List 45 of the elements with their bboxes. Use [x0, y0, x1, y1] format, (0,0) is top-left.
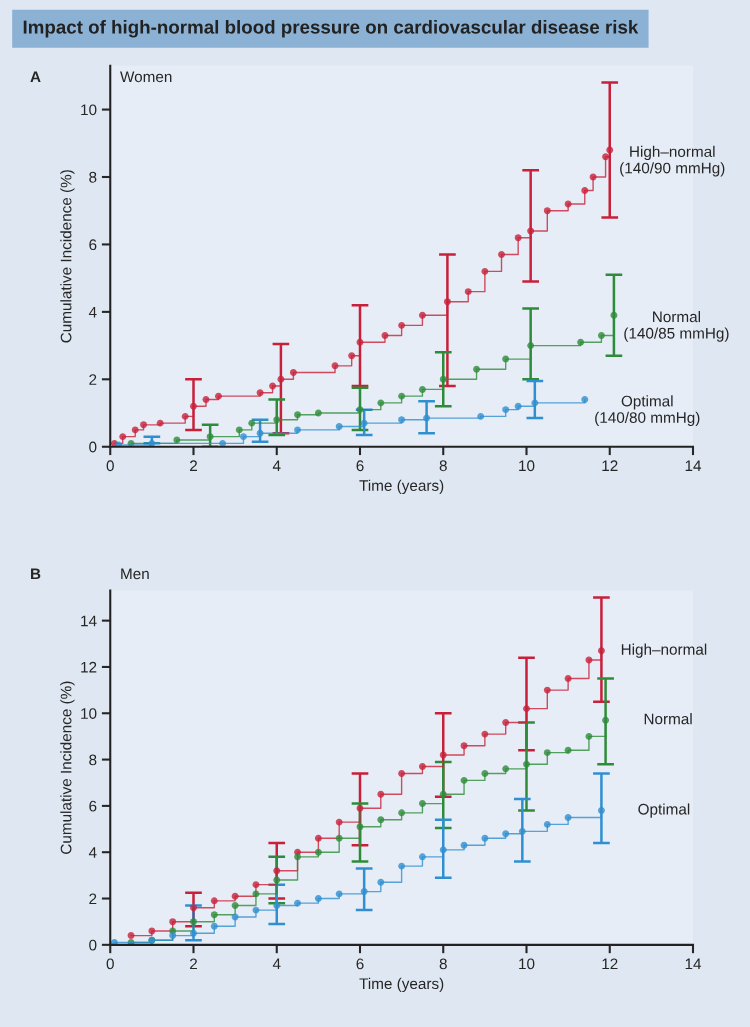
series-label: Normal (140/85 mmHg) — [624, 311, 729, 342]
chart-subtitle: Men — [121, 568, 149, 580]
x-tick-label: 8 — [439, 958, 447, 970]
chart-subtitle: Women — [120, 71, 172, 83]
y-tick-label: 10 — [81, 104, 97, 116]
y-tick-label: 6 — [89, 239, 97, 251]
x-axis-title: Time (years) — [359, 479, 444, 494]
x-tick-label: 10 — [519, 958, 535, 970]
x-tick-label: 10 — [519, 460, 535, 472]
y-axis-title: Cumulative Incidence (%) — [60, 681, 75, 854]
y-tick-label: 2 — [89, 374, 97, 385]
text: Normal — [644, 713, 692, 725]
y-tick-label: 2 — [89, 893, 97, 905]
y-tick-label: 6 — [89, 800, 97, 812]
x-tick-label: 12 — [602, 958, 618, 970]
y-tick-label: 8 — [89, 754, 97, 766]
y-tick-label: 4 — [88, 306, 97, 318]
x-tick-label: 8 — [439, 460, 447, 472]
x-tick-label: 14 — [685, 958, 702, 970]
y-tick-label: 0 — [89, 939, 97, 951]
x-tick-label: 0 — [106, 460, 114, 472]
x-tick-label: 6 — [356, 460, 364, 472]
x-tick-label: 2 — [190, 958, 197, 970]
x-axis-title: Time (years) — [359, 977, 444, 993]
x-tick-label: 14 — [685, 460, 702, 472]
y-tick-label: 0 — [89, 441, 97, 453]
series-label: High–normal — [621, 643, 707, 658]
y-tick-label: 10 — [81, 708, 97, 719]
x-tick-label: 6 — [356, 958, 364, 970]
text: B — [31, 568, 41, 580]
x-tick-label: 4 — [272, 460, 281, 472]
x-tick-label: 0 — [106, 958, 114, 970]
text: A — [30, 71, 41, 82]
series-label: High–normal (140/90 mmHg) — [620, 145, 725, 177]
x-tick-label: 12 — [602, 460, 618, 472]
x-tick-label: 2 — [190, 460, 197, 472]
y-tick-label: 12 — [81, 661, 97, 673]
y-tick-label: 14 — [81, 615, 97, 627]
y-axis-title: Cumulative Incidence (%) — [60, 170, 75, 343]
chart-title: Impact of high-normal blood pressure on cardiovascular disease risk — [23, 19, 639, 38]
series-label: Optimal (140/80 mmHg) — [595, 395, 700, 426]
y-tick-label: 4 — [88, 847, 97, 858]
y-tick-label: 8 — [89, 171, 97, 183]
text: Optimal — [638, 803, 690, 818]
x-tick-label: 4 — [272, 958, 281, 970]
